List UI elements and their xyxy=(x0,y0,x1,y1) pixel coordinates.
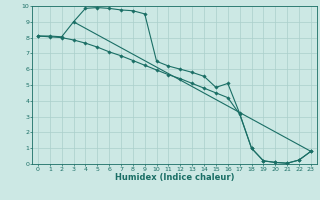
X-axis label: Humidex (Indice chaleur): Humidex (Indice chaleur) xyxy=(115,173,234,182)
